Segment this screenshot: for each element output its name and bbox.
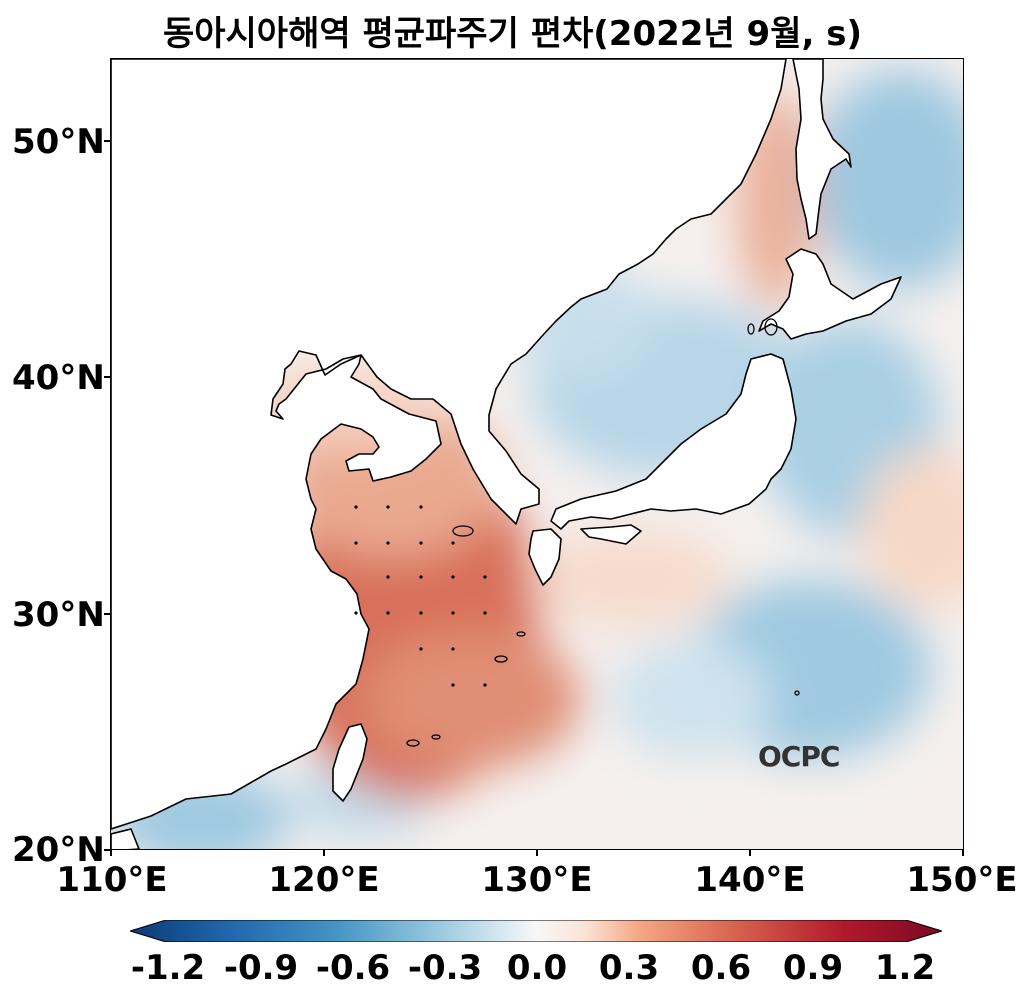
honshu bbox=[550, 353, 797, 530]
colorbar-gradient bbox=[130, 920, 942, 942]
lon-tick bbox=[323, 850, 325, 856]
colorbar bbox=[130, 920, 942, 942]
lat-tick bbox=[104, 849, 110, 851]
asian-mainland bbox=[111, 59, 787, 830]
sakhalin bbox=[792, 59, 852, 240]
lon-label-140e: 140°E bbox=[694, 860, 806, 900]
lon-label-120e: 120°E bbox=[268, 860, 380, 900]
small-islands bbox=[406, 318, 800, 747]
hokkaido bbox=[758, 248, 902, 340]
lat-tick bbox=[104, 613, 110, 615]
lat-label-20n: 20°N bbox=[12, 830, 105, 870]
lon-tick bbox=[536, 850, 538, 856]
colorbar-label: 0.9 bbox=[782, 948, 844, 988]
lat-label-40n: 40°N bbox=[12, 358, 105, 398]
colorbar-label: -0.3 bbox=[407, 948, 483, 988]
lon-tick bbox=[749, 850, 751, 856]
lat-label-30n: 30°N bbox=[12, 595, 105, 635]
lon-label-150e: 150°E bbox=[906, 860, 1018, 900]
taiwan bbox=[332, 723, 368, 802]
colorbar-label: -1.2 bbox=[130, 948, 206, 988]
kyushu bbox=[528, 528, 562, 586]
ocpc-logo: OCPC bbox=[758, 740, 840, 773]
colorbar-label: 0.6 bbox=[690, 948, 752, 988]
map-title: 동아시아해역 평균파주기 편차(2022년 9월, s) bbox=[162, 14, 863, 54]
lon-tick bbox=[962, 850, 964, 856]
land-masses bbox=[111, 59, 902, 849]
lon-label-130e: 130°E bbox=[481, 860, 593, 900]
lat-tick bbox=[104, 376, 110, 378]
anomaly-map bbox=[111, 59, 963, 849]
shikoku bbox=[580, 524, 642, 545]
colorbar-label: -0.9 bbox=[223, 948, 299, 988]
lon-tick bbox=[110, 850, 112, 856]
lat-tick bbox=[104, 140, 110, 142]
colorbar-label: -0.6 bbox=[315, 948, 391, 988]
lat-label-50n: 50°N bbox=[12, 122, 105, 162]
map-panel bbox=[110, 58, 964, 850]
colorbar-label: 0.0 bbox=[506, 948, 568, 988]
colorbar-label: 1.2 bbox=[874, 948, 936, 988]
negative-anomaly-okhotsk bbox=[811, 69, 963, 289]
colorbar-label: 0.3 bbox=[598, 948, 660, 988]
lon-label-110e: 110°E bbox=[56, 860, 168, 900]
significance-dots bbox=[354, 505, 487, 687]
